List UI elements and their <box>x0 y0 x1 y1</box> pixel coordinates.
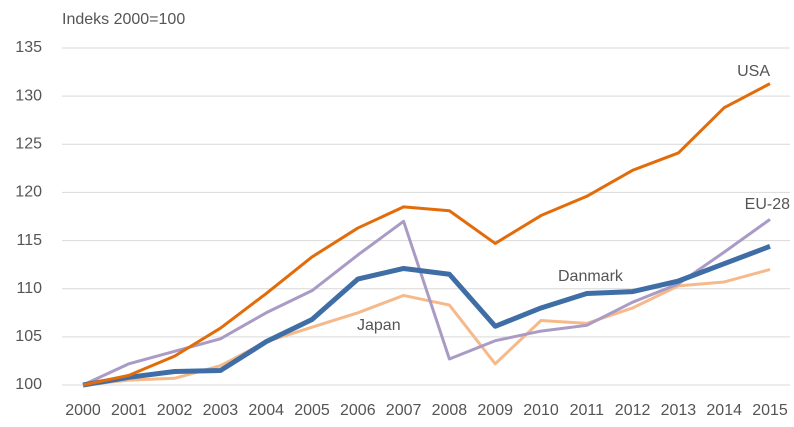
x-tick-label: 2000 <box>65 402 101 419</box>
y-tick-label: 100 <box>15 376 42 393</box>
x-tick-label: 2009 <box>477 402 513 419</box>
series-line <box>82 218 771 387</box>
x-tick-label: 2012 <box>615 402 651 419</box>
y-tick-label: 120 <box>15 184 42 201</box>
x-tick-label: 2001 <box>111 402 147 419</box>
x-tick-label: 2013 <box>661 402 697 419</box>
y-tick-label: 110 <box>16 280 42 297</box>
x-tick-label: 2015 <box>752 402 788 419</box>
x-tick-label: 2014 <box>706 402 742 419</box>
x-tick-label: 2002 <box>157 402 193 419</box>
x-tick-label: 2010 <box>523 402 559 419</box>
series-label: EU-28 <box>745 196 790 213</box>
series-label: USA <box>737 63 770 80</box>
y-tick-label: 125 <box>15 136 42 153</box>
x-tick-label: 2008 <box>432 402 468 419</box>
y-tick-label: 105 <box>15 328 42 345</box>
y-tick-label: 135 <box>15 39 42 56</box>
series-line <box>82 244 771 388</box>
x-tick-label: 2006 <box>340 402 376 419</box>
x-tick-label: 2011 <box>570 402 605 419</box>
y-tick-label: 130 <box>15 87 42 104</box>
series-line <box>82 82 771 387</box>
x-tick-label: 2004 <box>248 402 284 419</box>
x-tick-label: 2007 <box>386 402 422 419</box>
y-axis-label: Indeks 2000=100 <box>62 11 185 28</box>
x-tick-label: 2005 <box>294 402 330 419</box>
x-tick-label: 2003 <box>203 402 239 419</box>
y-tick-label: 115 <box>16 232 42 249</box>
series-label: Japan <box>357 317 401 334</box>
series-label: Danmark <box>558 268 624 285</box>
